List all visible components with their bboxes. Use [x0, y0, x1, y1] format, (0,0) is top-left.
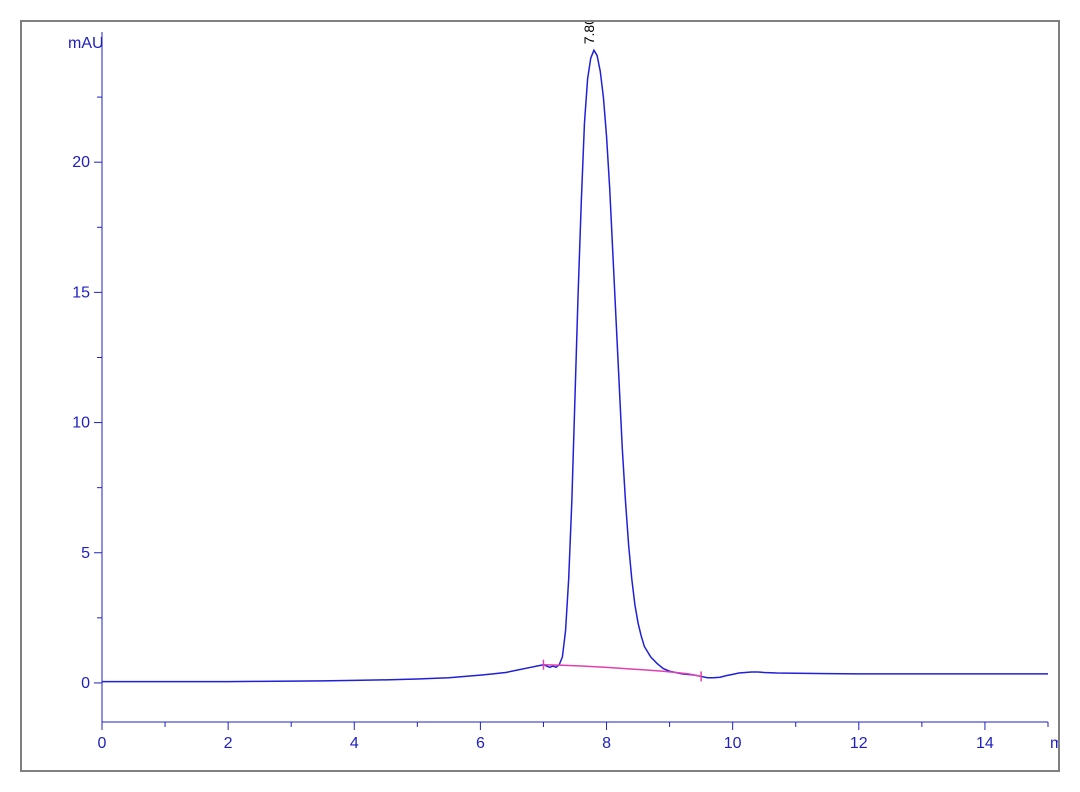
chart-svg: 0 2 4 6 8 10 12 14 mi 0 5 10 15 20 mAU 7.803 [22, 22, 1058, 770]
svg-text:mAU: mAU [68, 35, 104, 52]
svg-text:5: 5 [81, 545, 90, 562]
svg-text:12: 12 [850, 735, 868, 752]
chromatogram-chart: 0 2 4 6 8 10 12 14 mi 0 5 10 15 20 mAU 7.803 [20, 20, 1060, 772]
svg-text:0: 0 [98, 735, 107, 752]
svg-text:8: 8 [602, 735, 611, 752]
svg-text:20: 20 [72, 154, 90, 171]
svg-text:2: 2 [224, 735, 233, 752]
svg-text:7.803: 7.803 [581, 22, 597, 44]
svg-text:0: 0 [81, 675, 90, 692]
svg-text:4: 4 [350, 735, 359, 752]
svg-text:15: 15 [72, 284, 90, 301]
svg-text:10: 10 [72, 415, 90, 432]
svg-text:6: 6 [476, 735, 485, 752]
svg-text:14: 14 [976, 735, 994, 752]
svg-text:10: 10 [724, 735, 742, 752]
svg-text:mi: mi [1050, 735, 1058, 752]
